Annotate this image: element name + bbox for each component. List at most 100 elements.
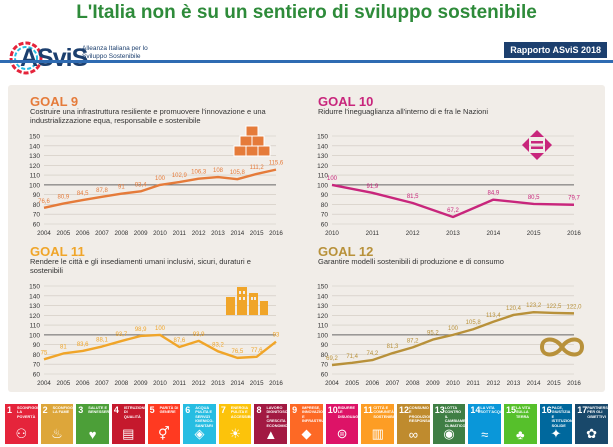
x-tick-label: 2006 (76, 380, 90, 387)
x-tick-label: 2009 (134, 230, 148, 237)
x-tick-label: 2006 (365, 380, 379, 387)
sdg-name: ACQUA PULITA E SERVIZI IGIENICO-SANITARI (195, 406, 214, 428)
x-tick-label: 2008 (114, 230, 128, 237)
goal12-subtitle: Garantire modelli sostenibili di produzi… (318, 257, 504, 266)
sdg-name: IMPRESE, INNOVAZIONE E INFRASTRUTTURE (302, 406, 323, 424)
y-tick-label: 130 (317, 303, 328, 310)
x-tick-label: 2008 (406, 380, 420, 387)
y-tick-label: 120 (29, 313, 40, 320)
sdg-number: 13 (434, 405, 445, 415)
data-label: 87,2 (407, 338, 419, 344)
series-line (331, 183, 575, 219)
data-label: 79,7 (568, 196, 580, 202)
cubes-icon (233, 125, 271, 157)
data-label: 83,2 (212, 342, 224, 348)
data-label: 98,9 (135, 327, 147, 333)
y-tick-label: 150 (29, 284, 40, 291)
x-tick-label: 2004 (37, 230, 51, 237)
y-tick-label: 80 (321, 352, 329, 359)
sdg-icon: ⊜ (336, 426, 348, 441)
data-label: 80,5 (528, 195, 540, 201)
logo-subtitle: Alleanza Italiana per lo Sviluppo Sosten… (82, 45, 148, 60)
x-tick-label: 2006 (76, 230, 90, 237)
sdg-icon: ▥ (371, 426, 384, 441)
data-label: 93,9 (193, 332, 205, 338)
sdg-name: ENERGIA PULITA E ACCESSIBILE (230, 406, 252, 419)
x-tick-label: 2010 (153, 380, 167, 387)
y-tick-label: 90 (33, 192, 41, 199)
data-label: 76,5 (231, 349, 243, 355)
x-tick-label: 2005 (56, 230, 70, 237)
x-tick-label: 2011 (366, 230, 380, 237)
y-tick-label: 140 (317, 143, 328, 150)
goal9-title: GOAL 9 (30, 94, 79, 109)
y-tick-label: 130 (29, 153, 40, 160)
y-tick-label: 70 (321, 212, 329, 219)
x-tick-label: 2007 (95, 380, 109, 387)
y-tick-label: 130 (317, 153, 328, 160)
data-label: 100 (448, 326, 459, 332)
data-label: 105,8 (466, 320, 482, 326)
sdg-icon: ♨ (51, 426, 63, 441)
goal12-chart: 60 70 80 90 100 110 120 130 140 150 2004 2005 2006 20… (317, 284, 582, 388)
data-label: 67,2 (447, 208, 459, 214)
data-label: 100 (155, 326, 166, 332)
data-label: 93,4 (135, 182, 147, 188)
series-line (43, 168, 277, 209)
goal10-title: GOAL 10 (318, 94, 374, 109)
x-tick-label: 2015 (250, 380, 264, 387)
sdg-name: LOTTA CONTRO IL CAMBIAMENTO CLIMATICO (444, 406, 466, 428)
data-label: 69,2 (326, 356, 338, 362)
data-label: 77,6 (251, 348, 263, 354)
x-tick-label: 2013 (211, 380, 225, 387)
data-label: 111,2 (250, 165, 265, 171)
x-tick-label: 2011 (173, 380, 187, 387)
data-label: 84,5 (77, 191, 89, 197)
sdg-icon: ☀ (229, 426, 241, 441)
data-label: 93,7 (115, 332, 127, 338)
x-tick-label: 2004 (325, 380, 339, 387)
y-tick-label: 70 (321, 362, 329, 369)
y-tick-label: 100 (317, 332, 328, 339)
sdg-icon: ≈ (481, 427, 489, 442)
page-title: L'Italia non è su un sentiero di svilupp… (76, 2, 537, 23)
y-tick-label: 80 (33, 202, 41, 209)
data-label: 87,8 (96, 188, 108, 194)
x-tick-label: 2007 (386, 380, 400, 387)
y-tick-label: 150 (317, 134, 328, 141)
sdg-icon: ✦ (550, 426, 562, 441)
data-label: 105,8 (230, 170, 246, 176)
sdg-name: RIDURRE LE DISUGUAGLIANZE (337, 406, 359, 419)
logo-wheel-icon (9, 41, 43, 75)
sdg-number: 17 (577, 405, 588, 415)
goal10-subtitle: Ridurre l'ineguaglianza all'interno di e… (318, 107, 489, 116)
sdg-name: LA VITA SOTT'ACQUA (480, 406, 501, 415)
data-label: 95,2 (427, 331, 439, 337)
data-label: 84,9 (487, 191, 499, 197)
sdg-number: 11 (363, 405, 373, 415)
y-tick-label: 140 (29, 293, 40, 300)
infinity-icon (539, 337, 585, 357)
x-tick-label: 2016 (567, 380, 581, 387)
x-tick-label: 2016 (269, 380, 283, 387)
y-tick-label: 60 (321, 372, 329, 379)
asvis-logo (9, 41, 43, 75)
x-tick-label: 2011 (173, 230, 187, 237)
y-tick-label: 100 (29, 182, 40, 189)
data-label: 93 (273, 333, 280, 339)
buildings-icon (226, 287, 268, 315)
x-tick-label: 2014 (230, 380, 244, 387)
sdg-number: 9 (292, 405, 298, 415)
data-label: 108 (213, 168, 224, 174)
data-label: 83,6 (77, 342, 89, 348)
x-tick-label: 2007 (95, 230, 109, 237)
sdg-icon: ▲ (264, 427, 278, 442)
y-tick-label: 60 (321, 222, 329, 229)
y-tick-label: 70 (33, 362, 41, 369)
data-label: 120,4 (506, 306, 522, 312)
sdg-bar: 1 SCONFIGGERE LA POVERTÀ ⚇ 2 SCONFIGGERE LA … (5, 404, 608, 446)
sdg-icon: ✿ (586, 426, 598, 441)
x-tick-label: 2010 (446, 380, 460, 387)
sdg-number: 8 (256, 405, 262, 415)
